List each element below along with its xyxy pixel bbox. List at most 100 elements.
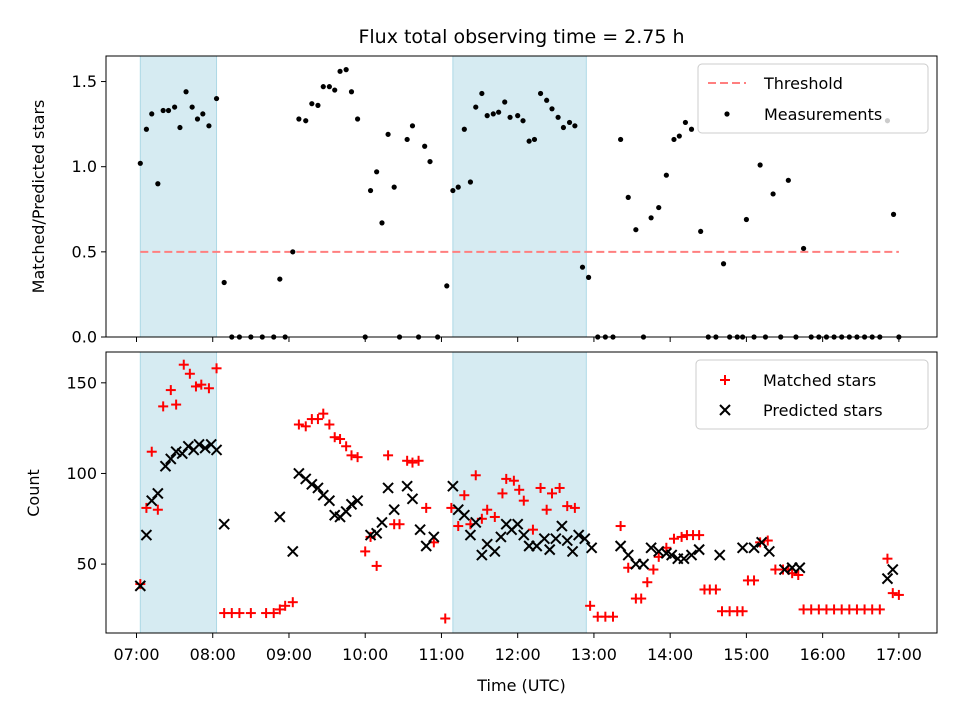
predicted-star-point bbox=[614, 540, 627, 552]
matched-star-point bbox=[585, 600, 596, 611]
predicted-star-point bbox=[210, 444, 223, 456]
measurement-point bbox=[549, 106, 555, 112]
matched-star-point bbox=[607, 611, 618, 622]
predicted-star-point bbox=[645, 542, 657, 554]
measurement-point bbox=[633, 227, 639, 233]
measurement-point bbox=[671, 136, 677, 143]
matched-star-point bbox=[569, 502, 580, 513]
measurement-point bbox=[496, 109, 502, 115]
measurement-point bbox=[194, 116, 201, 122]
matched-star-point bbox=[636, 593, 647, 604]
measurement-point bbox=[502, 99, 508, 105]
predicted-star-point bbox=[585, 542, 598, 554]
legend-matched-swatch bbox=[720, 375, 730, 385]
predicted-star-point bbox=[428, 531, 440, 543]
predicted-star-point bbox=[566, 545, 579, 558]
top-panel: 0.0 0.5 1.0 1.5 Threshold Measurements bbox=[72, 55, 938, 347]
matched-star-point bbox=[421, 502, 432, 513]
measurement-point bbox=[385, 131, 391, 137]
matched-star-point bbox=[280, 600, 291, 611]
matched-star-point bbox=[312, 414, 323, 425]
matched-star-point bbox=[874, 604, 885, 615]
measurement-point bbox=[320, 84, 326, 90]
predicted-star-point bbox=[199, 442, 211, 454]
top-legend: Threshold Measurements bbox=[697, 63, 929, 134]
measurement-point bbox=[177, 124, 183, 131]
measurement-point bbox=[537, 90, 544, 97]
matched-star-point bbox=[562, 501, 573, 512]
matched-star-point bbox=[196, 379, 207, 390]
top-shaded-span bbox=[140, 56, 217, 337]
measurement-point bbox=[467, 179, 474, 185]
bottom-y-tick-label: 50 bbox=[77, 555, 97, 574]
matched-star-point bbox=[211, 363, 222, 374]
measurement-point bbox=[160, 107, 166, 114]
matched-star-point bbox=[508, 475, 519, 486]
predicted-star-point bbox=[323, 494, 336, 507]
predicted-star-point bbox=[511, 518, 524, 530]
matched-star-point bbox=[446, 502, 457, 513]
predicted-star-point bbox=[665, 549, 678, 561]
measurement-point bbox=[354, 116, 361, 122]
matched-star-point bbox=[383, 450, 394, 461]
measurement-point bbox=[315, 102, 321, 108]
matched-star-point bbox=[318, 408, 329, 419]
top-shaded-span bbox=[452, 56, 587, 337]
predicted-star-point bbox=[140, 529, 153, 541]
predicted-star-point bbox=[340, 505, 352, 518]
matched-star-point bbox=[234, 608, 245, 619]
measurement-point bbox=[757, 162, 763, 168]
measurement-point bbox=[332, 87, 338, 93]
predicted-star-point bbox=[458, 509, 471, 521]
predicted-star-point bbox=[538, 533, 551, 545]
legend-measurements-swatch bbox=[724, 111, 730, 117]
matched-star-point bbox=[793, 569, 804, 580]
matched-star-point bbox=[749, 575, 760, 586]
matched-star-point bbox=[300, 421, 311, 432]
measurement-point bbox=[343, 67, 349, 73]
measurement-point bbox=[663, 172, 669, 178]
matched-star-point bbox=[190, 381, 201, 392]
measurement-point bbox=[572, 123, 578, 129]
matched-star-point bbox=[413, 455, 424, 466]
predicted-star-point bbox=[351, 494, 364, 507]
legend-threshold-label: Threshold bbox=[763, 74, 843, 93]
measurement-point bbox=[676, 133, 682, 139]
measurement-point bbox=[374, 169, 380, 175]
predicted-star-point bbox=[376, 516, 388, 529]
matched-star-point bbox=[497, 488, 508, 499]
predicted-star-point bbox=[763, 545, 775, 558]
matched-star-point bbox=[335, 434, 346, 445]
predicted-star-point bbox=[165, 453, 177, 465]
x-tick-label: 17:00 bbox=[876, 645, 922, 664]
measurement-point bbox=[484, 113, 490, 119]
measurement-point bbox=[348, 89, 355, 95]
measurement-point bbox=[183, 89, 189, 95]
measurement-point bbox=[585, 274, 592, 280]
predicted-star-point bbox=[637, 558, 650, 570]
matched-star-point bbox=[141, 502, 152, 513]
predicted-star-point bbox=[579, 533, 591, 545]
matched-star-point bbox=[402, 455, 413, 466]
chart-title: Flux total observing time = 2.75 h bbox=[358, 26, 684, 48]
matched-star-point bbox=[346, 450, 357, 461]
matched-star-point bbox=[274, 604, 285, 615]
predicted-star-point bbox=[561, 534, 573, 547]
matched-star-point bbox=[453, 521, 464, 532]
x-tick-label: 09:00 bbox=[266, 645, 312, 664]
matched-star-point bbox=[146, 446, 157, 457]
matched-star-point bbox=[407, 457, 418, 468]
bottom-shaded-span bbox=[140, 352, 217, 633]
measurement-point bbox=[698, 228, 704, 235]
legend-predicted-swatch bbox=[719, 404, 731, 416]
measurement-point bbox=[544, 97, 550, 103]
top-y-tick-label: 0.0 bbox=[72, 328, 97, 347]
matched-star-point bbox=[293, 419, 304, 430]
top-legend-box bbox=[697, 63, 929, 134]
matched-star-point bbox=[546, 488, 557, 499]
measurement-point bbox=[785, 177, 791, 183]
measurement-point bbox=[444, 283, 450, 289]
measurement-point bbox=[455, 184, 461, 190]
predicted-star-point bbox=[693, 543, 705, 556]
x-tick-label: 07:00 bbox=[113, 645, 159, 664]
